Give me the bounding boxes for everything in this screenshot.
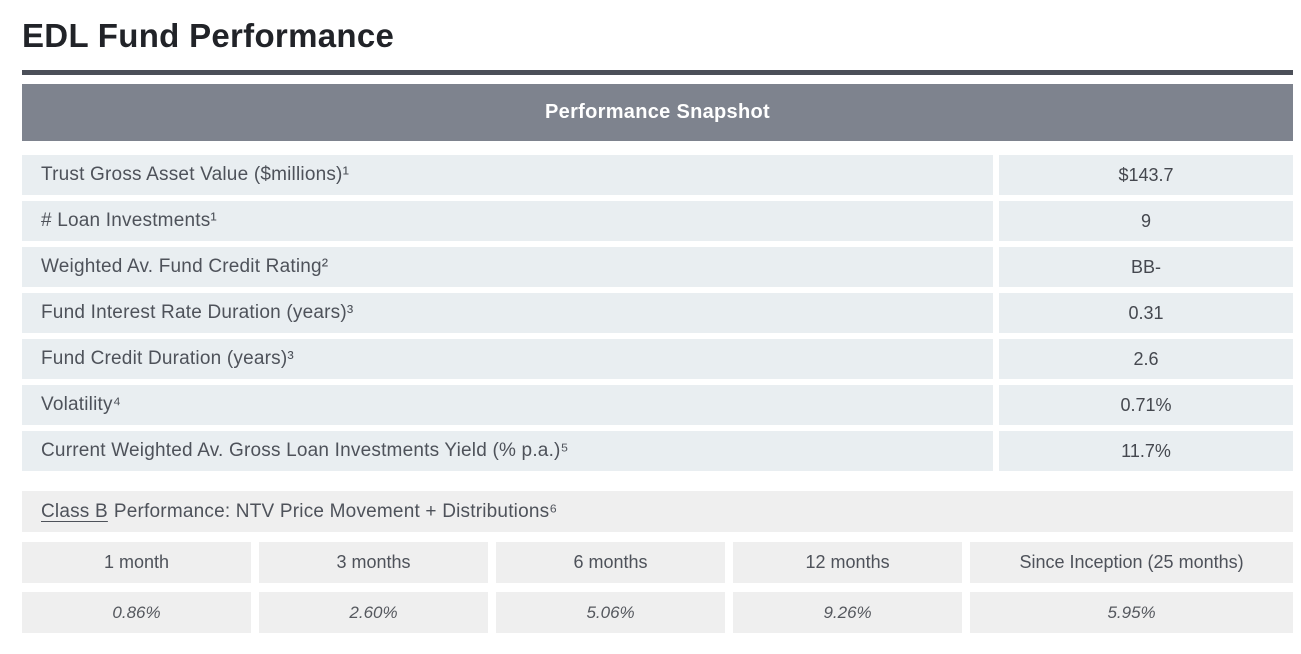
class-b-performance-heading: Class B Performance: NTV Price Movement …: [22, 491, 1293, 532]
metric-label-interest-rate-duration: Fund Interest Rate Duration (years)³: [22, 293, 993, 333]
metric-value-trust-gross-asset-value: $143.7: [999, 155, 1293, 195]
period-header-6-months: 6 months: [496, 542, 726, 583]
period-header-1-month: 1 month: [22, 542, 252, 583]
metric-value-interest-rate-duration: 0.31: [999, 293, 1293, 333]
table-row: # Loan Investments¹ 9: [22, 201, 1293, 241]
metric-label-trust-gross-asset-value: Trust Gross Asset Value ($millions)¹: [22, 155, 993, 195]
metric-label-volatility: Volatility⁴: [22, 385, 993, 425]
table-row: Fund Credit Duration (years)³ 2.6: [22, 339, 1293, 379]
performance-snapshot-header-label: Performance Snapshot: [545, 101, 770, 123]
metric-value-credit-duration: 2.6: [999, 339, 1293, 379]
class-b-returns-table: 1 month 3 months 6 months 12 months Sinc…: [22, 542, 1293, 633]
metric-label-credit-duration: Fund Credit Duration (years)³: [22, 339, 993, 379]
metric-label-credit-rating: Weighted Av. Fund Credit Rating²: [22, 247, 993, 287]
table-row: Volatility⁴ 0.71%: [22, 385, 1293, 425]
return-value-3-months: 2.60%: [259, 592, 489, 633]
return-value-since-inception: 5.95%: [970, 592, 1293, 633]
metric-value-gross-loan-yield: 11.7%: [999, 431, 1293, 471]
metric-value-credit-rating: BB-: [999, 247, 1293, 287]
period-header-12-months: 12 months: [733, 542, 963, 583]
table-row: Current Weighted Av. Gross Loan Investme…: [22, 431, 1293, 471]
period-header-since-inception: Since Inception (25 months): [970, 542, 1293, 583]
metric-value-volatility: 0.71%: [999, 385, 1293, 425]
table-row: Fund Interest Rate Duration (years)³ 0.3…: [22, 293, 1293, 333]
period-header-3-months: 3 months: [259, 542, 489, 583]
table-row: Weighted Av. Fund Credit Rating² BB-: [22, 247, 1293, 287]
metric-label-loan-investments: # Loan Investments¹: [22, 201, 993, 241]
return-value-6-months: 5.06%: [496, 592, 726, 633]
return-value-12-months: 9.26%: [733, 592, 963, 633]
page-title: EDL Fund Performance: [22, 17, 395, 54]
metric-label-gross-loan-yield: Current Weighted Av. Gross Loan Investme…: [22, 431, 993, 471]
return-value-1-month: 0.86%: [22, 592, 252, 633]
title-rule: [22, 70, 1293, 75]
table-row: Trust Gross Asset Value ($millions)¹ $14…: [22, 155, 1293, 195]
fund-performance-page: EDL Fund Performance Performance Snapsho…: [22, 17, 1293, 633]
snapshot-metrics-table: Trust Gross Asset Value ($millions)¹ $14…: [22, 155, 1293, 471]
performance-snapshot-header: Performance Snapshot: [22, 84, 1293, 141]
class-b-heading-rest: Performance: NTV Price Movement + Distri…: [113, 500, 558, 522]
metric-value-loan-investments: 9: [999, 201, 1293, 241]
class-b-label: Class B: [41, 500, 108, 522]
